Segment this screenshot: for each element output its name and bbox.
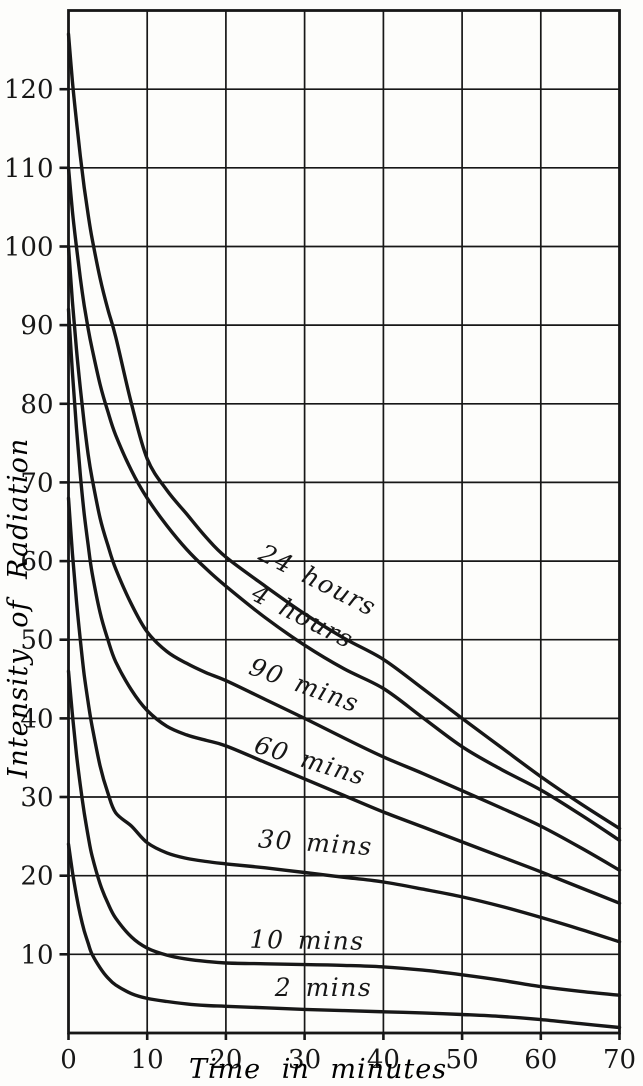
chart-plot: 10 20 30 40 50 60 70 80 90 100 110 120 0 10 20 30 40 50 60… <box>4 9 636 1075</box>
x-tick-label: 10 <box>131 1045 164 1075</box>
curve-90-mins <box>66 244 622 872</box>
y-axis-title: Intensity of Radiation <box>3 438 34 779</box>
y-tick-label: 100 <box>4 233 54 263</box>
y-tick-label: 60 <box>20 547 53 577</box>
x-tick-label: 50 <box>446 1045 479 1075</box>
x-axis-title: Time in minutes <box>189 1054 447 1085</box>
y-tick-label: 10 <box>20 940 53 970</box>
curve-60-mins <box>66 307 622 905</box>
y-tick-label: 80 <box>20 390 53 420</box>
y-tick-label: 30 <box>20 783 53 813</box>
x-tick-label: 20 <box>209 1045 242 1075</box>
plot-frame <box>67 9 621 1035</box>
y-tick-label: 120 <box>4 75 54 105</box>
curve-30-mins <box>66 496 622 944</box>
curve-4-hours <box>66 166 622 842</box>
x-tick-label: 70 <box>603 1045 636 1075</box>
x-tick-label: 30 <box>288 1045 321 1075</box>
curve-10-mins <box>66 669 622 997</box>
curve-2-mins <box>66 842 622 1030</box>
y-tick-label: 110 <box>4 154 54 184</box>
y-tick-label: 50 <box>20 626 53 656</box>
x-tick-label: 40 <box>367 1045 400 1075</box>
y-tick-label: 70 <box>20 468 53 498</box>
y-tick-label: 40 <box>20 704 53 734</box>
curve-label-30-mins: 30 mins <box>257 824 374 861</box>
x-tick-label: 60 <box>524 1045 557 1075</box>
curve-label-10-mins: 10 mins <box>249 925 364 956</box>
y-tick-label: 90 <box>20 311 53 341</box>
x-tick-label: 0 <box>60 1045 77 1075</box>
curve-label-2-mins: 2 mins <box>274 973 373 1002</box>
y-tick-label: 20 <box>20 862 53 892</box>
curve-24-hours <box>66 32 622 831</box>
